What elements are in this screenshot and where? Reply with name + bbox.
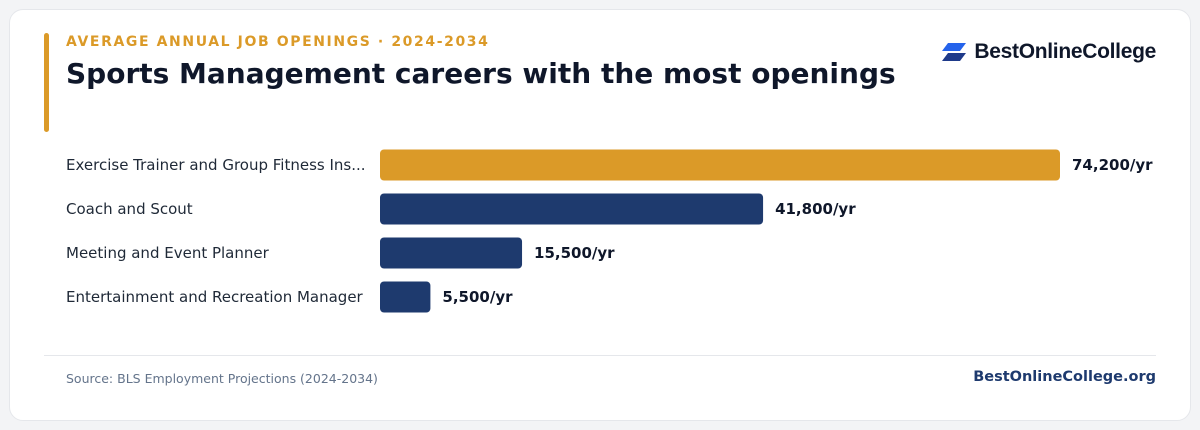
accent-bar: [44, 33, 49, 132]
category-label: Exercise Trainer and Group Fitness Ins..…: [66, 156, 366, 174]
value-label: 74,200/yr: [1072, 156, 1153, 174]
chart-eyebrow: AVERAGE ANNUAL JOB OPENINGS · 2024-2034: [66, 34, 490, 50]
chart-title: Sports Management careers with the most …: [66, 57, 896, 90]
bar[interactable]: [380, 149, 1060, 181]
value-label: 41,800/yr: [775, 200, 856, 218]
category-label: Entertainment and Recreation Manager: [66, 288, 364, 306]
stacked-parallelogram-icon: [942, 43, 967, 61]
site-link[interactable]: BestOnlineCollege.org: [973, 369, 1156, 385]
value-label: 15,500/yr: [534, 244, 615, 262]
bar-chart: Exercise Trainer and Group Fitness Ins..…: [66, 149, 1153, 313]
bar[interactable]: [380, 281, 431, 313]
value-label: 5,500/yr: [442, 288, 513, 306]
brand-logo[interactable]: BestOnlineCollege: [942, 40, 1156, 64]
category-label: Meeting and Event Planner: [66, 244, 270, 262]
bar[interactable]: [380, 237, 523, 269]
brand-logo-text: BestOnlineCollege: [974, 40, 1156, 63]
source-note: Source: BLS Employment Projections (2024…: [66, 371, 378, 386]
category-label: Coach and Scout: [66, 200, 193, 218]
bar[interactable]: [380, 193, 764, 225]
footer-divider: [44, 355, 1156, 356]
